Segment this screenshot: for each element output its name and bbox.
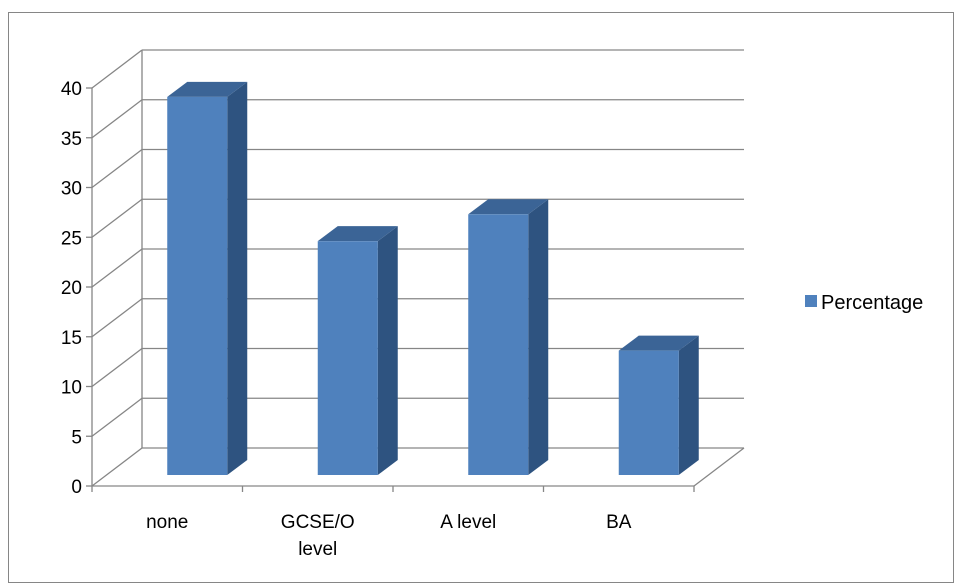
- side-gridline: [91, 99, 143, 139]
- bar-side: [377, 226, 398, 475]
- bar-front: [468, 214, 529, 475]
- y-tick-label: 15: [61, 328, 82, 349]
- legend-swatch: [805, 295, 817, 307]
- y-tick-label: 25: [61, 228, 82, 249]
- side-gridline: [91, 198, 143, 238]
- bar-front: [317, 241, 378, 475]
- bar-front: [618, 350, 679, 475]
- y-tick-label: 30: [61, 179, 82, 200]
- side-gridline: [91, 397, 143, 437]
- bar-top: [317, 226, 398, 242]
- category-label: GCSE/O: [281, 512, 355, 533]
- bar-front: [167, 96, 228, 476]
- bar-side: [528, 199, 549, 475]
- side-gridline: [91, 298, 143, 338]
- bar-side: [227, 81, 248, 476]
- side-gridline: [91, 447, 143, 487]
- y-tick-label: 35: [61, 129, 82, 150]
- labels: 0 5 10 15 20 25 30 35 40 none GCSE/O level A level BA: [61, 79, 632, 560]
- category-label: level: [298, 539, 337, 560]
- bar: [618, 335, 699, 475]
- side-gridline: [91, 347, 143, 388]
- y-tick-label: 40: [61, 79, 82, 100]
- legend-label: Percentage: [821, 292, 923, 314]
- bars: [167, 81, 699, 476]
- y-tick-label: 10: [61, 378, 82, 399]
- bar: [317, 226, 398, 475]
- category-label: BA: [606, 512, 632, 533]
- side-gridline: [91, 148, 143, 189]
- bar: [167, 81, 248, 476]
- bar-top: [468, 199, 549, 215]
- legend: Percentage: [805, 292, 923, 314]
- category-label: A level: [440, 512, 496, 533]
- y-tick-label: 0: [71, 477, 82, 498]
- bar-top: [167, 81, 248, 97]
- bar-side: [678, 335, 699, 475]
- axes: [86, 50, 745, 492]
- bar-top: [618, 335, 699, 351]
- category-label: none: [146, 512, 188, 533]
- bar: [468, 199, 549, 475]
- y-tick-label: 5: [71, 427, 82, 448]
- side-gridline: [91, 49, 143, 89]
- y-tick-label: 20: [61, 278, 82, 299]
- floor-edge: [693, 447, 745, 487]
- side-gridline: [91, 248, 143, 288]
